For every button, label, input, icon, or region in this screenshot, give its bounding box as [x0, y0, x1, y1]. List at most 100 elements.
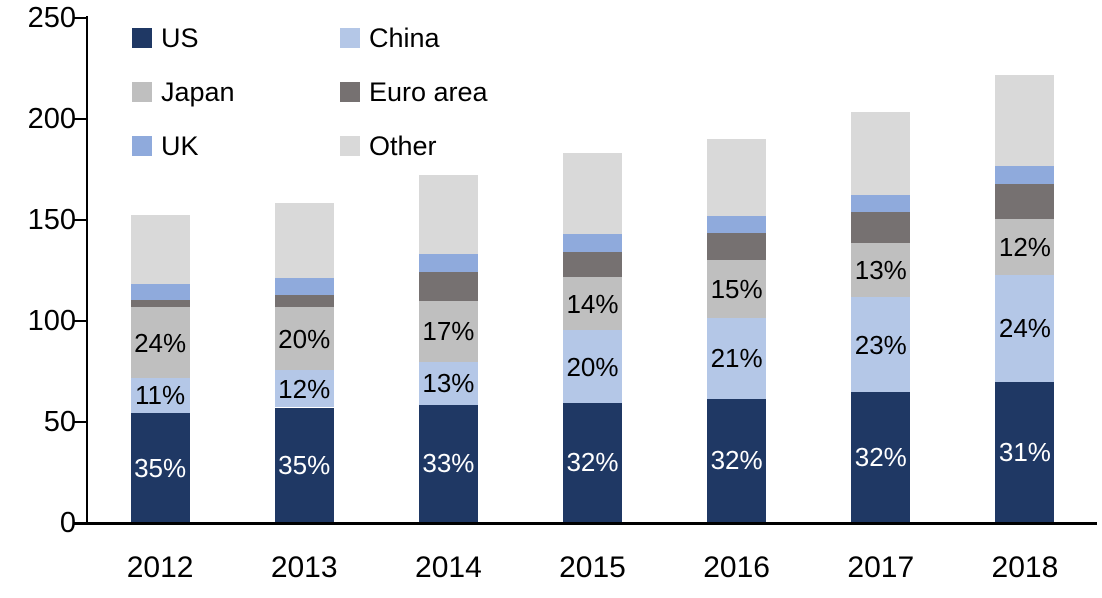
- bar-label-china-2017: 23%: [854, 329, 907, 360]
- bar-segment-other-2017: [851, 111, 911, 195]
- bar-segment-us-2013: [274, 407, 334, 522]
- legend-label-china: China: [369, 23, 440, 53]
- legend-swatch-china: [340, 28, 360, 48]
- bar-label-us-2014: 33%: [422, 448, 475, 479]
- bar-segment-euro-area-2014: [418, 271, 478, 302]
- bar-segment-japan-2017: [851, 242, 911, 298]
- legend-label-japan: Japan: [161, 77, 235, 107]
- legend-label-other: Other: [369, 131, 437, 161]
- x-axis-label-2013: 2013: [270, 551, 338, 584]
- x-axis-label-2018: 2018: [991, 551, 1059, 584]
- bar-segment-other-2016: [707, 139, 767, 216]
- y-axis-tick-label: 150: [27, 204, 76, 236]
- bar-segment-us-2017: [851, 391, 911, 522]
- bar-segment-uk-2014: [418, 253, 478, 272]
- x-axis-line: [74, 522, 1097, 525]
- bar-label-japan-2012: 24%: [134, 327, 187, 358]
- bar-segment-china-2012: [130, 378, 190, 413]
- bar-segment-uk-2013: [274, 277, 334, 296]
- bar-label-us-2013: 35%: [278, 449, 331, 480]
- legend-item-uk: UK: [132, 131, 332, 161]
- bar-segment-euro-area-2015: [563, 251, 622, 277]
- bar-segment-us-2012: [130, 412, 190, 522]
- bar-segment-euro-area-2013: [274, 295, 334, 307]
- bar-label-china-2014: 13%: [422, 368, 475, 399]
- y-axis-tick: [74, 219, 86, 221]
- bar-label-us-2017: 32%: [854, 442, 907, 472]
- bar-segment-euro-area-2018: [995, 183, 1055, 219]
- bar-segment-other-2018: [995, 75, 1055, 166]
- x-axis-label-2017: 2017: [847, 551, 915, 584]
- bar-label-us-2018: 31%: [998, 437, 1051, 467]
- legend-label-euro-area: Euro area: [369, 77, 488, 107]
- bar-segment-uk-2016: [707, 215, 767, 233]
- legend-label-uk: UK: [161, 131, 199, 161]
- bar-segment-japan-2012: [130, 307, 190, 378]
- bar-segment-us-2018: [995, 382, 1055, 522]
- bar-label-japan-2014: 17%: [422, 316, 475, 347]
- legend-swatch-euro-area: [340, 82, 360, 102]
- legend-item-euro-area: Euro area: [340, 77, 540, 107]
- bar-segment-euro-area-2016: [707, 232, 767, 261]
- bar-segment-uk-2018: [995, 165, 1055, 184]
- x-axis-label-2014: 2014: [415, 551, 482, 584]
- bar-label-china-2018: 24%: [998, 313, 1051, 344]
- legend-swatch-other: [340, 136, 360, 156]
- bar-label-us-2016: 32%: [710, 445, 763, 476]
- y-axis-tick-label: 50: [43, 406, 76, 438]
- bar-label-us-2012: 35%: [134, 452, 187, 483]
- x-axis-label-2012: 2012: [126, 551, 194, 584]
- legend-swatch-uk: [132, 136, 152, 156]
- bar-segment-other-2015: [563, 152, 622, 234]
- bar-segment-uk-2017: [851, 194, 911, 213]
- bar-segment-us-2015: [563, 402, 622, 522]
- bar-label-china-2015: 20%: [566, 351, 619, 382]
- bar-segment-japan-2014: [418, 301, 478, 362]
- legend-label-us: US: [161, 23, 199, 53]
- y-axis-tick-label: 200: [27, 103, 76, 135]
- bar-label-japan-2018: 12%: [998, 231, 1051, 262]
- legend-swatch-us: [132, 28, 152, 48]
- y-axis-tick: [74, 118, 86, 120]
- bar-segment-china-2015: [563, 330, 622, 403]
- legend-item-us: US: [132, 23, 332, 53]
- legend-swatch-japan: [132, 82, 152, 102]
- bar-label-china-2012: 11%: [135, 380, 186, 411]
- bar-segment-japan-2018: [995, 219, 1055, 275]
- bar-segment-us-2014: [418, 404, 478, 522]
- bar-segment-china-2018: [995, 274, 1055, 383]
- legend-item-japan: Japan: [132, 77, 332, 107]
- bar-label-japan-2015: 14%: [566, 288, 619, 319]
- y-axis-tick-label: 100: [27, 305, 76, 337]
- bar-segment-euro-area-2012: [130, 299, 190, 308]
- y-axis-line: [86, 16, 88, 524]
- bar-label-japan-2016: 15%: [710, 274, 763, 304]
- bar-segment-japan-2015: [563, 276, 622, 331]
- y-axis-tick: [74, 522, 86, 524]
- y-axis-tick: [74, 421, 86, 423]
- bar-segment-euro-area-2017: [851, 212, 911, 243]
- bar-segment-china-2013: [274, 370, 334, 408]
- bar-label-japan-2013: 20%: [278, 323, 331, 354]
- bar-segment-japan-2013: [274, 306, 334, 371]
- bar-segment-china-2017: [851, 297, 911, 392]
- bar-label-china-2013: 12%: [278, 373, 331, 404]
- legend-item-china: China: [340, 23, 540, 53]
- y-axis-tick-label: 0: [59, 507, 76, 539]
- bar-segment-us-2016: [707, 398, 767, 522]
- legend-item-other: Other: [340, 131, 540, 161]
- y-axis-tick: [74, 320, 86, 322]
- bar-segment-china-2016: [707, 317, 767, 399]
- y-axis-tick-label: 250: [27, 2, 76, 34]
- y-axis-tick: [74, 17, 86, 19]
- bar-segment-other-2013: [274, 202, 334, 278]
- bar-label-us-2015: 32%: [566, 447, 619, 478]
- bar-segment-china-2014: [418, 361, 478, 405]
- x-axis-label-2015: 2015: [559, 551, 626, 584]
- bar-segment-uk-2012: [130, 284, 190, 300]
- bar-segment-uk-2015: [563, 233, 622, 252]
- bar-label-china-2016: 21%: [710, 343, 763, 374]
- bar-label-japan-2017: 13%: [854, 255, 907, 285]
- x-axis-label-2016: 2016: [703, 551, 770, 584]
